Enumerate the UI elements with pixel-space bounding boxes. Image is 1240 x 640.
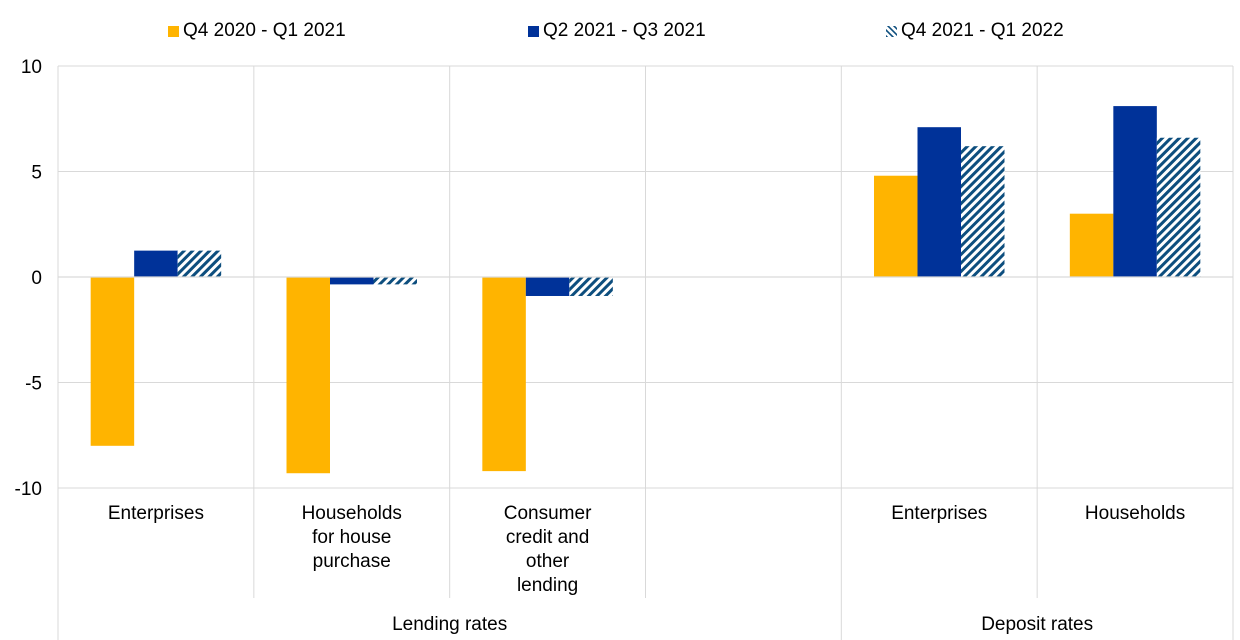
y-tick-label: 0 xyxy=(31,268,42,289)
x-category-label: Consumer credit and other lending xyxy=(504,503,592,596)
bar-series-3-cat-1 xyxy=(177,250,222,277)
bar-series-3-cat-6 xyxy=(1156,137,1201,277)
y-tick-label: -5 xyxy=(25,374,42,395)
bar-series-1-cat-1 xyxy=(90,277,135,446)
legend-label-series-2: Q2 2021 - Q3 2021 xyxy=(543,20,706,41)
bar-series-2-cat-6 xyxy=(1113,106,1157,277)
bar-series-1-cat-2 xyxy=(286,277,330,474)
x-group-label: Deposit rates xyxy=(981,614,1093,635)
y-tick-label: 5 xyxy=(31,163,42,184)
legend-swatch-series-3 xyxy=(886,25,897,37)
legend-item-series-2: Q2 2021 - Q3 2021 xyxy=(528,20,706,42)
legend-item-series-1: Q4 2020 - Q1 2021 xyxy=(168,20,346,42)
bar-series-3-cat-2 xyxy=(373,277,417,285)
bar-series-3-cat-5 xyxy=(961,146,1005,277)
bar-series-1-cat-6 xyxy=(1069,213,1114,277)
x-group-label: Lending rates xyxy=(392,614,507,635)
x-category-label: Households for house purchase xyxy=(302,503,402,572)
bar-series-1-cat-3 xyxy=(482,277,526,472)
y-tick-label: 10 xyxy=(21,57,42,78)
legend-label-series-1: Q4 2020 - Q1 2021 xyxy=(183,20,346,41)
bar-series-1-cat-5 xyxy=(874,175,918,277)
legend-label-series-3: Q4 2021 - Q1 2022 xyxy=(901,20,1064,41)
bar-series-2-cat-3 xyxy=(525,277,570,296)
y-tick-label: -10 xyxy=(15,479,42,500)
bar-series-3-cat-3 xyxy=(569,277,613,296)
legend-item-series-3: Q4 2021 - Q1 2022 xyxy=(886,20,1064,42)
legend-swatch-series-2 xyxy=(528,25,539,37)
bar-series-2-cat-2 xyxy=(330,277,374,285)
x-category-label: Households xyxy=(1085,503,1185,524)
bar-series-2-cat-1 xyxy=(134,250,178,277)
chart-legend: Q4 2020 - Q1 2021 Q2 2021 - Q3 2021 Q4 2… xyxy=(0,20,1240,46)
x-category-label: Enterprises xyxy=(108,503,204,524)
x-category-label: Enterprises xyxy=(891,503,987,524)
legend-swatch-series-1 xyxy=(168,25,179,37)
bar-series-2-cat-5 xyxy=(917,127,961,277)
